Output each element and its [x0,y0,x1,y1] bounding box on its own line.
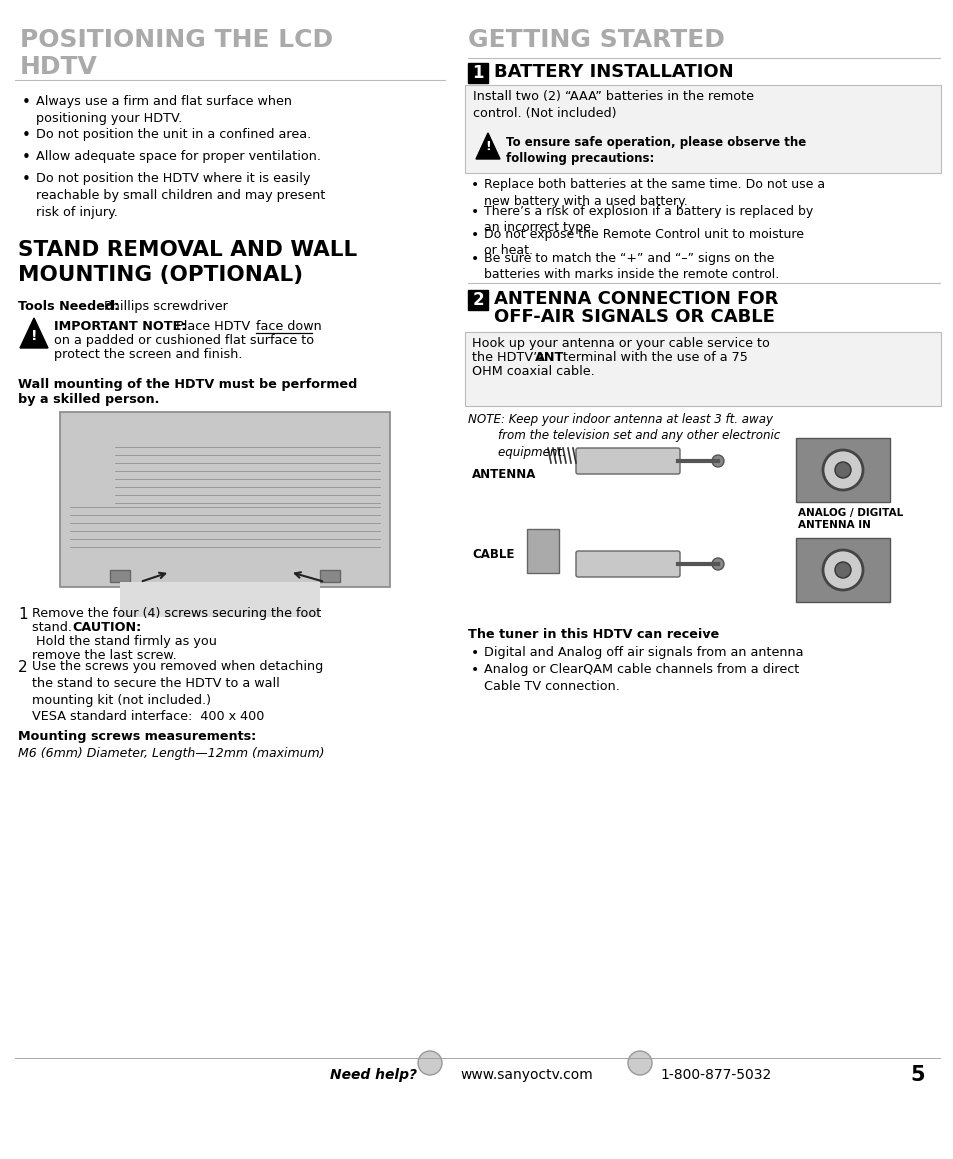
Text: !: ! [485,140,491,153]
Text: To ensure safe operation, please observe the
following precautions:: To ensure safe operation, please observe… [505,136,805,165]
Circle shape [834,562,850,578]
Text: :: : [704,628,709,641]
Text: •: • [471,252,478,267]
Text: M6 (6mm) Diameter, Length—12mm (maximum): M6 (6mm) Diameter, Length—12mm (maximum) [18,748,324,760]
Text: MOUNTING (OPTIONAL): MOUNTING (OPTIONAL) [18,265,303,285]
Text: Always use a firm and flat surface when
positioning your HDTV.: Always use a firm and flat surface when … [36,95,292,125]
Text: •: • [22,150,30,165]
Text: remove the last screw.: remove the last screw. [32,649,176,662]
Text: •: • [22,95,30,110]
FancyBboxPatch shape [464,85,940,173]
Text: 2: 2 [18,659,28,675]
Circle shape [822,551,862,590]
Text: Tools Needed:: Tools Needed: [18,300,119,313]
Text: !: ! [30,329,37,343]
Text: Do not position the HDTV where it is easily
reachable by small children and may : Do not position the HDTV where it is eas… [36,172,325,219]
Text: the HDTV’s: the HDTV’s [472,351,547,364]
FancyBboxPatch shape [468,290,488,309]
FancyBboxPatch shape [319,570,339,582]
Text: 5: 5 [909,1065,923,1085]
Circle shape [627,1051,651,1076]
Text: Be sure to match the “+” and “–” signs on the
batteries with marks inside the re: Be sure to match the “+” and “–” signs o… [483,252,779,282]
Text: 1: 1 [472,64,483,82]
Text: •: • [471,646,478,659]
Text: face down: face down [255,320,321,333]
FancyBboxPatch shape [795,538,889,602]
Text: OFF-AIR SIGNALS OR CABLE: OFF-AIR SIGNALS OR CABLE [494,308,774,326]
Text: ANTENNA: ANTENNA [472,468,536,481]
Text: 2: 2 [472,291,483,309]
Text: Phillips screwdriver: Phillips screwdriver [100,300,228,313]
Text: POSITIONING THE LCD: POSITIONING THE LCD [20,28,333,52]
Text: •: • [471,178,478,192]
FancyBboxPatch shape [795,438,889,502]
Text: There’s a risk of explosion if a battery is replaced by
an incorrect type.: There’s a risk of explosion if a battery… [483,205,812,234]
FancyBboxPatch shape [60,411,390,586]
Text: •: • [22,172,30,187]
Text: www.sanyoctv.com: www.sanyoctv.com [459,1067,592,1083]
FancyBboxPatch shape [576,551,679,577]
Text: The tuner in this HDTV can receive: The tuner in this HDTV can receive [468,628,719,641]
Text: protect the screen and finish.: protect the screen and finish. [54,348,242,360]
Text: Analog or ClearQAM cable channels from a direct
Cable TV connection.: Analog or ClearQAM cable channels from a… [483,663,799,693]
Text: CAUTION:: CAUTION: [71,621,141,634]
Text: terminal with the use of a 75: terminal with the use of a 75 [558,351,747,364]
Text: on a padded or cushioned flat surface to: on a padded or cushioned flat surface to [54,334,314,347]
Text: VESA standard interface:  400 x 400: VESA standard interface: 400 x 400 [32,710,264,723]
Polygon shape [20,318,48,348]
Text: by a skilled person.: by a skilled person. [18,393,159,406]
FancyBboxPatch shape [468,63,488,83]
Circle shape [711,455,723,467]
Text: Mounting screws measurements:: Mounting screws measurements: [18,730,256,743]
Text: CABLE: CABLE [472,548,514,561]
Text: Install two (2) “AAA” batteries in the remote
control. (Not included): Install two (2) “AAA” batteries in the r… [473,90,753,121]
Text: •: • [471,228,478,242]
Text: HDTV: HDTV [20,54,98,79]
Circle shape [822,450,862,490]
FancyBboxPatch shape [576,449,679,474]
Text: BATTERY INSTALLATION: BATTERY INSTALLATION [494,63,733,81]
Text: ANT: ANT [535,351,564,364]
Text: Need help?: Need help? [330,1067,416,1083]
Text: Allow adequate space for proper ventilation.: Allow adequate space for proper ventilat… [36,150,320,163]
Text: Hook up your antenna or your cable service to: Hook up your antenna or your cable servi… [472,337,769,350]
Text: •: • [471,663,478,677]
Text: Digital and Analog off air signals from an antenna: Digital and Analog off air signals from … [483,646,802,659]
Circle shape [834,462,850,478]
Text: ANTENNA CONNECTION FOR: ANTENNA CONNECTION FOR [494,290,778,308]
Text: 1: 1 [18,607,28,622]
Circle shape [711,557,723,570]
Text: Hold the stand firmly as you: Hold the stand firmly as you [32,635,216,648]
Text: Replace both batteries at the same time. Do not use a
new battery with a used ba: Replace both batteries at the same time.… [483,178,824,207]
Text: Do not position the unit in a confined area.: Do not position the unit in a confined a… [36,127,311,141]
Text: 1-800-877-5032: 1-800-877-5032 [659,1067,770,1083]
Text: ANALOG / DIGITAL
ANTENNA IN: ANALOG / DIGITAL ANTENNA IN [797,508,902,531]
Text: STAND REMOVAL AND WALL: STAND REMOVAL AND WALL [18,240,356,260]
Text: OHM coaxial cable.: OHM coaxial cable. [472,365,594,378]
Text: •: • [471,205,478,219]
Text: Remove the four (4) screws securing the foot: Remove the four (4) screws securing the … [32,607,321,620]
Text: stand.: stand. [32,621,76,634]
Text: IMPORTANT NOTE:: IMPORTANT NOTE: [54,320,186,333]
Text: Wall mounting of the HDTV must be performed: Wall mounting of the HDTV must be perfor… [18,378,357,391]
FancyBboxPatch shape [110,570,130,582]
Text: Place HDTV: Place HDTV [172,320,254,333]
Text: GETTING STARTED: GETTING STARTED [468,28,724,52]
Text: NOTE: Keep your indoor antenna at least 3 ft. away
        from the television s: NOTE: Keep your indoor antenna at least … [468,413,780,459]
FancyBboxPatch shape [464,331,940,406]
Text: Use the screws you removed when detaching
the stand to secure the HDTV to a wall: Use the screws you removed when detachin… [32,659,323,707]
Text: Do not expose the Remote Control unit to moisture
or heat.: Do not expose the Remote Control unit to… [483,228,803,257]
FancyBboxPatch shape [526,529,558,573]
FancyBboxPatch shape [120,582,319,617]
Text: •: • [22,127,30,143]
Polygon shape [476,133,499,159]
Circle shape [417,1051,441,1076]
